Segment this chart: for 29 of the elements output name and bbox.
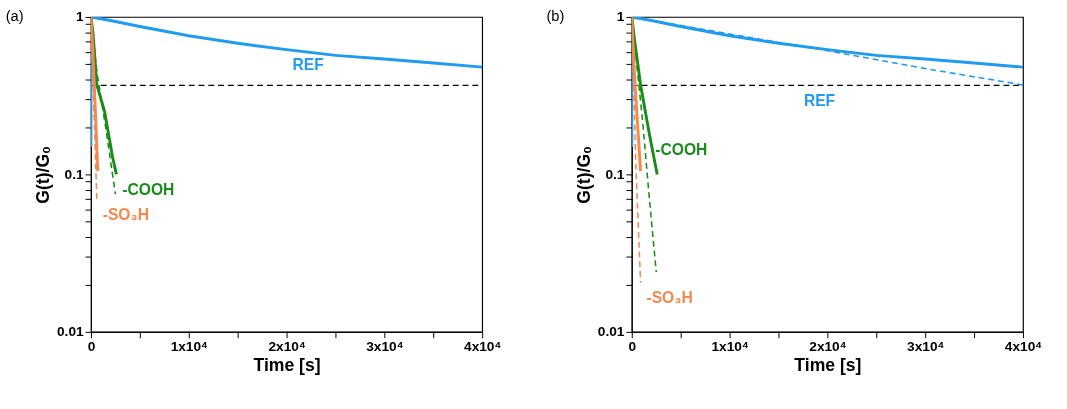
annotation: REF <box>803 91 836 109</box>
x-tick-label: 2x10⁴ <box>268 338 306 354</box>
x-tick-label: 4x10⁴ <box>464 338 502 354</box>
x-axis-title: Time [s] <box>253 355 321 376</box>
y-tick-label: 0.01 <box>56 324 85 340</box>
annotation: REF <box>292 56 324 74</box>
x-tick-label: 1x10⁴ <box>170 338 208 354</box>
chart-title: (a) <box>5 7 24 24</box>
x-tick-label: 1x10⁴ <box>711 338 749 354</box>
x-tick-label: 3x10⁴ <box>907 338 945 354</box>
annotation: -SO₃H <box>102 206 149 224</box>
x-tick-label: 0 <box>87 338 96 354</box>
x-tick-label: 4x10⁴ <box>1004 338 1043 354</box>
y-tick-label: 0.1 <box>605 166 625 182</box>
x-axis-title: Time [s] <box>794 355 862 376</box>
annotation: -COOH <box>655 140 708 158</box>
y-tick-label: 1 <box>616 9 625 25</box>
x-tick-label: 0 <box>628 338 637 354</box>
y-tick-label: 1 <box>75 9 84 25</box>
y-axis-title: G(t)/G₀ <box>573 146 594 204</box>
y-tick-label: 0.1 <box>64 166 84 182</box>
annotation: -COOH <box>122 180 175 198</box>
annotation: -SO₃H <box>646 289 693 307</box>
y-axis-title: G(t)/G₀ <box>33 146 54 204</box>
y-tick-label: 0.01 <box>597 324 625 340</box>
line-series <box>90 16 483 149</box>
x-tick-label: 2x10⁴ <box>809 338 847 354</box>
x-tick-label: 3x10⁴ <box>366 338 404 354</box>
chart-title: (b) <box>546 7 565 24</box>
